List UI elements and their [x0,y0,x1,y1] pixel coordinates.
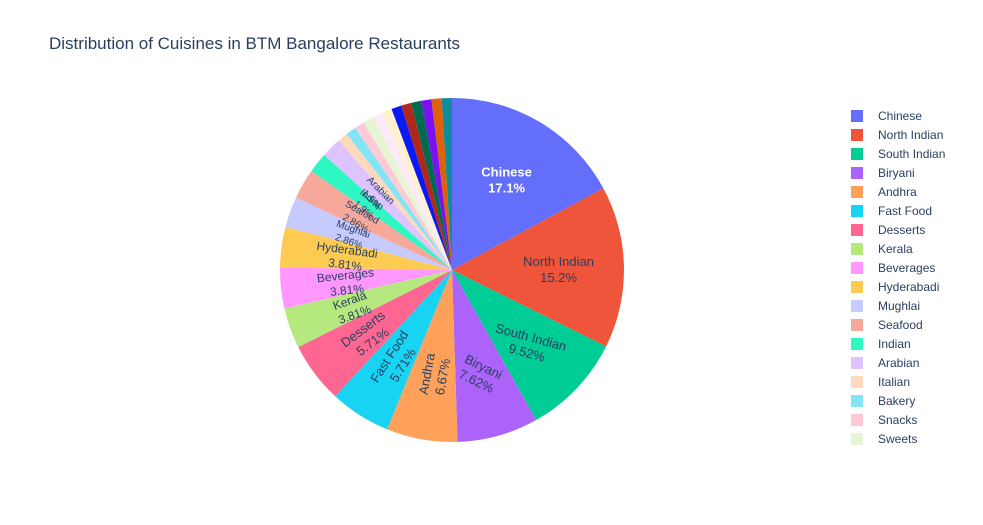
legend-item-mughlai[interactable]: Mughlai [851,296,945,315]
legend-item-north-indian[interactable]: North Indian [851,125,945,144]
pie-slice-biryani[interactable] [452,270,537,442]
legend-swatch [851,223,863,236]
legend-swatch [851,185,863,198]
legend-swatch [851,166,863,179]
slice-label-beverages: Beverages3.81% [316,265,376,300]
slice-label-north-indian: North Indian 15.2% [523,254,594,285]
legend-swatch [851,242,863,255]
pie-slice-unlabeled-24[interactable] [431,98,452,270]
legend-swatch [851,318,863,331]
legend: Chinese North Indian South Indian Biryani An… [851,106,945,448]
legend-swatch [851,128,863,141]
legend-label: Indian [878,336,911,351]
legend-item-desserts[interactable]: Desserts [851,220,945,239]
legend-label: Beverages [878,260,936,275]
legend-item-fast-food[interactable]: Fast Food [851,201,945,220]
legend-label: Hyderabadi [878,279,940,294]
legend-item-indian[interactable]: Indian [851,334,945,353]
legend-label: Kerala [878,241,913,256]
legend-swatch [851,394,863,407]
pie-slice-unlabeled-21[interactable] [401,102,452,270]
pie-slice-unlabeled-19[interactable] [382,108,452,270]
slice-labels: Chinese 17.1%North Indian 15.2%South India… [314,164,594,399]
pie-slice-snacks[interactable] [355,122,452,271]
legend-item-south-indian[interactable]: South Indian [851,144,945,163]
pie-slice-sweets[interactable] [363,117,452,270]
slice-label-chinese: Chinese 17.1% [481,164,532,195]
pie-slice-fast-food[interactable] [335,270,452,430]
legend-label: Seafood [878,317,923,332]
pie-slice-andhra[interactable] [387,270,458,442]
legend-label: Sweets [878,431,918,446]
legend-swatch [851,261,863,274]
legend-item-biryani[interactable]: Biryani [851,163,945,182]
legend-swatch [851,299,863,312]
legend-item-bakery[interactable]: Bakery [851,391,945,410]
legend-label: Snacks [878,412,918,427]
pie-slice-kerala[interactable] [284,270,452,348]
legend-item-sweets[interactable]: Sweets [851,429,945,448]
pie-slice-italian[interactable] [338,133,452,270]
legend-label: North Indian [878,127,944,142]
legend-item-arabian[interactable]: Arabian [851,353,945,372]
legend-label: Desserts [878,222,926,237]
legend-item-hyderabadi[interactable]: Hyderabadi [851,277,945,296]
pie-slice-unlabeled-25[interactable] [441,98,452,270]
legend-swatch [851,204,863,217]
legend-label: Chinese [878,108,923,123]
legend-item-chinese[interactable]: Chinese [851,106,945,125]
legend-swatch [851,109,863,122]
legend-label: South Indian [878,146,946,161]
pie-slice-desserts[interactable] [298,270,452,397]
slice-label-andhra: Andhra6.67% [416,351,454,399]
legend-item-seafood[interactable]: Seafood [851,315,945,334]
legend-item-beverages[interactable]: Beverages [851,258,945,277]
pie-slice-unlabeled-23[interactable] [421,99,452,270]
legend-swatch [851,280,863,293]
pie-slice-unlabeled-22[interactable] [411,100,452,271]
pie-slice-hyderabadi[interactable] [280,226,452,270]
pie-slice-indian[interactable] [311,154,452,270]
legend-swatch [851,432,863,445]
pie-slice-beverages[interactable] [280,267,452,309]
legend-item-andhra[interactable]: Andhra [851,182,945,201]
legend-label: Italian [878,374,911,389]
pie-slice-unlabeled-20[interactable] [391,105,452,271]
chart-title: Distribution of Cuisines in BTM Bangalor… [49,34,461,53]
legend-swatch [851,356,863,369]
legend-label: Arabian [878,355,920,370]
pie-slice-north-indian[interactable] [452,188,625,347]
pie-slice-chinese[interactable] [452,98,604,270]
slice-label-hyderabadi: Hyderabadi3.81% [314,239,379,276]
legend-item-snacks[interactable]: Snacks [851,410,945,429]
legend-label: Fast Food [878,203,933,218]
pie-slice-unlabeled-18[interactable] [372,112,452,270]
pie-slice-mughlai[interactable] [285,197,453,270]
legend-swatch [851,337,863,350]
pie-slices [280,98,625,442]
legend-label: Mughlai [878,298,921,313]
legend-item-kerala[interactable]: Kerala [851,239,945,258]
legend-swatch [851,147,863,160]
pie-slice-bakery[interactable] [346,127,452,270]
legend-item-italian[interactable]: Italian [851,372,945,391]
legend-swatch [851,413,863,426]
pie-slice-seafood[interactable] [295,171,452,270]
legend-label: Andhra [878,184,917,199]
pie-slice-south-indian[interactable] [452,270,607,420]
legend-swatch [851,375,863,388]
pie-slice-arabian[interactable] [324,140,452,270]
legend-label: Biryani [878,165,915,180]
legend-label: Bakery [878,393,916,408]
